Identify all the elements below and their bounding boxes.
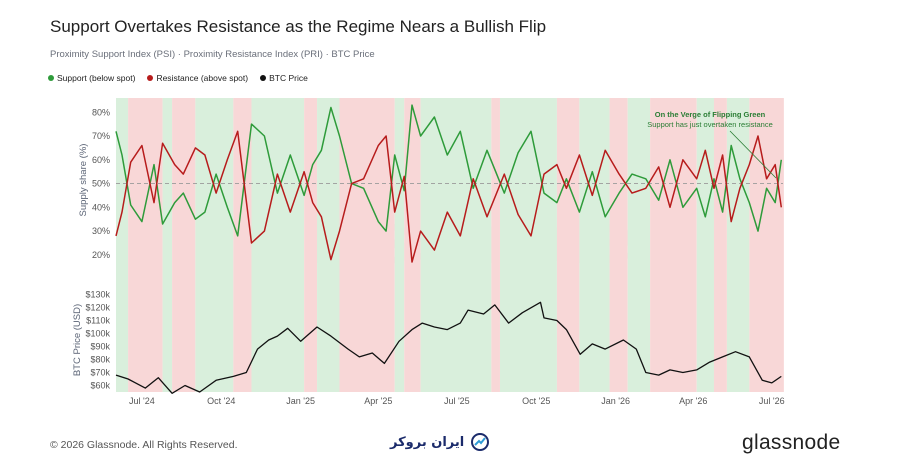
brand-logo[interactable]: glassnode [742,431,841,454]
bottom-y-tick-label: $70k [90,368,110,378]
top-y-tick-label: 20% [92,250,110,260]
x-tick-label: Apr '26 [679,396,707,406]
legend-item-resistance[interactable]: Resistance (above spot) [147,73,248,83]
annotation-text: Support has just overtaken resistance [647,120,773,129]
bottom-y-axis: $60k $70k $80k $90k $100k $110k $120k $130kBTC … [72,290,110,391]
regime-band-red-19 [650,98,697,392]
regime-band-red-3 [172,98,196,392]
support-line [115,104,783,237]
regime-band-green-6 [251,98,305,392]
series-lines [115,104,783,394]
partner-logo-icon [471,433,490,451]
legend-item-btc-price[interactable]: BTC Price [260,73,308,83]
x-tick-label: Jul '24 [129,396,155,406]
partner-logo[interactable]: ایران بروکر [390,432,490,452]
top-y-tick-label: 80% [92,107,110,117]
regime-band-green-14 [499,98,557,392]
x-tick-label: Jul '26 [759,396,785,406]
legend: Support (below spot) Resistance (above s… [48,73,308,83]
legend-label-resistance: Resistance (above spot) [156,73,249,83]
regime-band-green-22 [726,98,750,392]
chart-title: Support Overtakes Resistance as the Regi… [50,17,547,36]
regime-band-red-9 [339,98,395,392]
partner-logo-text: ایران بروکر [390,434,465,450]
bottom-y-tick-label: $60k [90,381,110,391]
regime-band-red-13 [491,98,500,392]
resistance-line [115,130,783,263]
legend-label-btc-price: BTC Price [269,73,308,83]
top-y-tick-label: 60% [92,155,110,165]
x-tick-label: Oct '25 [522,396,550,406]
regime-band-green-10 [394,98,405,392]
top-y-tick-label: 50% [92,179,110,189]
top-y-axis: 20% 30% 40% 50% 60% 70% 80% Supply share (%) [78,107,783,260]
legend-dot-support [48,75,54,81]
copyright-text: © 2026 Glassnode. All Rights Reserved. [50,439,238,451]
regime-band-red-17 [609,98,628,392]
legend-label-support: Support (below spot) [57,73,136,83]
regime-band-green-16 [579,98,610,392]
btc-price-line [115,301,782,394]
regime-band-green-0 [116,98,129,392]
annotation-pointer [729,130,777,179]
x-tick-label: Jul '25 [444,396,470,406]
regime-band-red-21 [713,98,727,392]
legend-item-support[interactable]: Support (below spot) [48,73,135,83]
regime-band-red-7 [304,98,318,392]
regime-band-green-4 [195,98,234,392]
regime-band-red-1 [128,98,163,392]
top-y-tick-label: 70% [92,131,110,141]
x-tick-label: Jan '25 [286,396,315,406]
top-y-tick-label: 30% [92,226,110,236]
x-tick-label: Oct '24 [207,396,235,406]
bottom-y-tick-label: $100k [85,329,110,339]
legend-dot-btc-price [260,75,267,81]
regime-band-green-20 [696,98,714,392]
bottom-y-axis-title: BTC Price (USD) [72,304,83,376]
legend-dot-resistance [147,75,154,81]
regime-band-green-18 [627,98,651,392]
bottom-y-tick-label: $90k [90,342,110,352]
x-tick-label: Apr '25 [364,396,392,406]
bottom-y-tick-label: $80k [90,355,110,365]
x-axis: Jul '24 Oct '24 Jan '25 Apr '25 Jul '25 Oct '… [129,396,785,406]
top-y-axis-title: Supply share (%) [78,144,89,217]
bottom-y-tick-label: $120k [85,303,110,313]
regime-bands [116,98,784,392]
bottom-y-tick-label: $110k [86,316,110,326]
regime-band-green-12 [420,98,492,392]
regime-band-red-23 [749,98,784,392]
regime-band-red-5 [233,98,252,392]
top-y-tick-label: 40% [92,202,110,212]
chart-subtitle: Proximity Support Index (PSI) · Proximit… [50,49,375,60]
regime-band-green-2 [162,98,173,392]
regime-band-red-11 [404,98,421,392]
annotation-title: On the Verge of Flipping Green [655,110,766,119]
x-tick-label: Jan '26 [601,396,630,406]
bottom-y-tick-label: $130k [85,290,110,300]
